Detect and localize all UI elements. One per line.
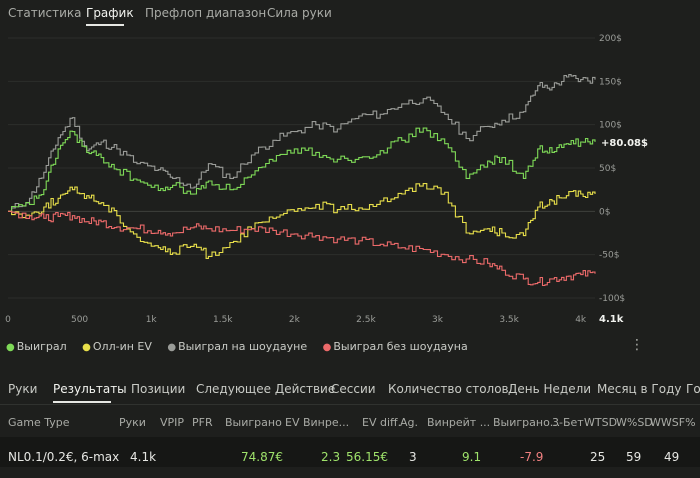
legend-dot-icon: ● — [82, 342, 91, 353]
header-won[interactable]: Выиграно — [225, 416, 282, 429]
cell-won: 74.87€ — [241, 450, 283, 464]
header-vpip[interactable]: VPIP — [160, 416, 185, 429]
header-wwsf[interactable]: WWSF% — [650, 416, 696, 429]
header-wsd[interactable]: W%SD — [616, 416, 653, 429]
tab-hands[interactable]: Руки — [8, 382, 38, 396]
cell-ev-diff: 56.15€ — [346, 450, 388, 464]
legend-label: Выиграл — [16, 340, 67, 353]
y-tick-label: 100$ — [599, 121, 622, 131]
header-won-2[interactable]: Выиграно... — [493, 416, 561, 429]
tab-next-action[interactable]: Следующее Действие — [196, 382, 336, 396]
tab-table-count[interactable]: Количество столов — [388, 382, 509, 396]
legend-label: Выиграл без шоудауна — [333, 340, 468, 353]
series-line — [8, 127, 596, 212]
x-tick-label: 3.5k — [499, 315, 519, 325]
active-tab-underline — [86, 24, 124, 26]
header-wtsd[interactable]: WTSD — [584, 416, 618, 429]
legend-item-won[interactable]: ● Выиграл — [6, 340, 67, 353]
header-game-type[interactable]: Game Type — [8, 416, 70, 429]
tab-month[interactable]: Месяц в Году — [597, 382, 682, 396]
header-hands[interactable]: Руки — [119, 416, 146, 429]
legend-item-allin-ev[interactable]: ● Олл-ин EV — [82, 340, 152, 353]
tab-sessions[interactable]: Сессии — [331, 382, 376, 396]
header-ev-diff[interactable]: EV diff. — [362, 416, 402, 429]
legend-label: Олл-ин EV — [92, 340, 152, 353]
active-tab-underline — [53, 401, 111, 403]
x-tick-label: 500 — [71, 315, 88, 325]
header-aggression[interactable]: Ag. — [400, 416, 419, 429]
results-chart: 200$ 150$ 100$ 50$ 0$ -50$ -100$ 0 500 1k 1.5k 2k 2.… — [5, 34, 648, 325]
tab-hand-strength[interactable]: Сила руки — [267, 6, 332, 20]
table-row[interactable] — [0, 437, 700, 467]
cell-wsd: 59 — [626, 450, 642, 464]
header-pfr[interactable]: PFR — [192, 416, 213, 429]
legend-label: Выиграл на шоудауне — [178, 340, 308, 353]
legend-item-non-showdown[interactable]: ● Выиграл без шоудауна — [323, 340, 468, 353]
y-tick-label: 0$ — [599, 207, 610, 217]
cell-hands: 4.1k — [130, 450, 157, 464]
x-tick-label: 1k — [146, 315, 158, 325]
header-3bet[interactable]: 3-Бет — [552, 416, 584, 429]
x-tick-label: 3k — [432, 315, 444, 325]
more-options-icon[interactable]: ⋮ — [630, 337, 644, 353]
legend-dot-icon: ● — [322, 342, 332, 353]
value-label: +80.08$ — [601, 138, 648, 149]
end-label: 4.1k — [599, 314, 624, 325]
bottom-tabs: Руки Результаты Позиции Следующее Действ… — [0, 374, 700, 405]
tab-positions[interactable]: Позиции — [131, 382, 186, 396]
chart-legend: ● Выиграл ● Олл-ин EV ● Выиграл на шоудауне… — [6, 340, 480, 356]
y-tick-label: 200$ — [599, 34, 622, 44]
tab-weekday[interactable]: День Недели — [508, 382, 592, 396]
x-tick-label: 2k — [289, 315, 301, 325]
series-line — [8, 210, 596, 287]
cell-aggression: 3 — [409, 450, 417, 464]
header-ev-winrate[interactable]: EV Винре... — [285, 416, 350, 429]
x-tick-label: 4k — [575, 315, 587, 325]
cell-ev-winrate: 2.3 — [321, 450, 341, 464]
cell-game-type: NL0.1/0.2€, 6-max — [8, 450, 120, 464]
y-tick-label: -100$ — [599, 294, 625, 304]
tab-preflop-range[interactable]: Префлоп диапазон — [145, 6, 267, 20]
legend-dot-icon: ● — [6, 342, 15, 353]
header-winrate[interactable]: Винрейт ... — [427, 416, 491, 429]
series-line — [8, 74, 596, 212]
x-tick-label: 1.5k — [213, 315, 233, 325]
y-tick-label: 150$ — [599, 77, 622, 87]
series-line — [8, 183, 596, 259]
tab-statistics[interactable]: Статистика — [8, 6, 82, 20]
cell-wtsd: 25 — [590, 450, 606, 464]
legend-dot-icon: ● — [167, 342, 177, 353]
y-tick-label: -50$ — [599, 251, 619, 261]
tab-overflow[interactable]: Го — [686, 382, 700, 396]
y-tick-label: 50$ — [599, 164, 616, 174]
top-tabs: Статистика График Префлоп диапазон Сила … — [0, 0, 700, 30]
x-tick-label: 0 — [5, 315, 11, 325]
tab-graph[interactable]: График — [86, 6, 134, 20]
legend-item-showdown[interactable]: ● Выиграл на шоудауне — [167, 340, 307, 353]
cell-wwsf: 49 — [664, 450, 680, 464]
tab-results[interactable]: Результаты — [53, 382, 127, 396]
cell-winrate: 9.1 — [462, 450, 482, 464]
x-tick-label: 2.5k — [356, 315, 376, 325]
cell-won-2: -7.9 — [520, 450, 544, 464]
